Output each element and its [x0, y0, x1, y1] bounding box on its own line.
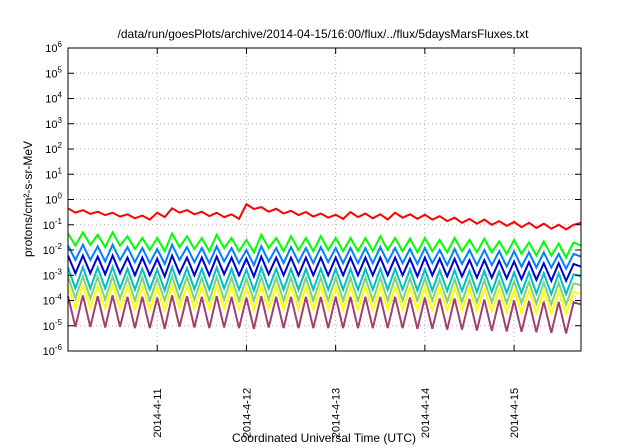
- y-tick-label-base: 10: [43, 346, 55, 358]
- chart-title: /data/run/goesPlots/archive/2014-04-15/1…: [118, 27, 530, 41]
- y-tick-label-exponent: 4: [58, 91, 63, 100]
- y-tick-label-base: 10: [45, 144, 57, 156]
- y-tick-label-exponent: 6: [58, 40, 63, 49]
- y-tick-label-base: 10: [45, 195, 57, 207]
- x-tick-label: 2014-4-11: [152, 388, 164, 437]
- series-line-3: [67, 242, 582, 272]
- series-line-5: [67, 263, 582, 298]
- y-tick-label: 104: [45, 91, 62, 106]
- series-line-8: [67, 295, 582, 334]
- y-tick-label: 103: [45, 116, 62, 131]
- y-tick-label-exponent: 0: [58, 192, 63, 201]
- x-axis-title: Coordinated Universal Time (UTC): [232, 431, 416, 445]
- y-tick-label-exponent: 1: [58, 166, 63, 175]
- y-tick-label: 101: [45, 166, 62, 181]
- x-tick-label: 2014-4-15: [509, 388, 521, 438]
- y-tick-label-exponent: 2: [58, 141, 63, 150]
- y-tick-label: 10-5: [43, 318, 63, 333]
- series-line-4: [67, 252, 582, 284]
- y-tick-label-base: 10: [43, 296, 55, 308]
- y-tick-label-base: 10: [43, 220, 55, 232]
- y-tick-label-exponent: -1: [55, 217, 63, 226]
- y-tick-label-exponent: -3: [55, 267, 63, 276]
- y-tick-label: 10-6: [43, 343, 63, 358]
- y-tick-label-base: 10: [43, 270, 55, 282]
- y-axis-title: protons/cm²-s-sr-MeV: [21, 141, 35, 257]
- y-tick-label-base: 10: [45, 68, 57, 80]
- y-tick-label-base: 10: [45, 94, 57, 106]
- y-axis: 10-610-510-410-310-210-11001011021031041…: [43, 40, 581, 358]
- series-group: [67, 202, 582, 334]
- y-tick-label-exponent: 5: [58, 65, 63, 74]
- y-tick-label: 10-3: [43, 267, 63, 282]
- y-tick-label-exponent: -6: [55, 343, 63, 352]
- x-tick-label: 2014-4-12: [241, 388, 253, 438]
- series-line-6: [67, 273, 582, 308]
- y-tick-label-base: 10: [45, 43, 57, 55]
- y-tick-label-exponent: -2: [55, 242, 63, 251]
- y-tick-label: 10-4: [43, 293, 63, 308]
- y-tick-label-exponent: -4: [55, 293, 63, 302]
- x-axis: 2014-4-11 2014-4-12 2014-4-13 2014-4-14 2014…: [152, 48, 521, 438]
- grid-lines: [68, 48, 581, 351]
- y-tick-label-base: 10: [43, 321, 55, 333]
- y-tick-label-exponent: 3: [58, 116, 63, 125]
- y-tick-label: 105: [45, 65, 62, 80]
- series-line-1: [67, 202, 582, 231]
- y-tick-label: 100: [45, 192, 62, 207]
- y-tick-label: 10-1: [43, 217, 63, 232]
- series-line-7: [67, 281, 582, 317]
- y-tick-label: 10-2: [43, 242, 63, 257]
- y-tick-label: 106: [45, 40, 62, 55]
- y-tick-label-exponent: -5: [55, 318, 63, 327]
- y-tick-label: 102: [45, 141, 62, 156]
- x-tick-label: 2014-4-14: [420, 388, 432, 438]
- y-tick-label-base: 10: [45, 119, 57, 131]
- y-tick-label-base: 10: [43, 245, 55, 257]
- y-tick-label-base: 10: [45, 169, 57, 181]
- series-line-2: [67, 230, 582, 260]
- x-tick-label: 2014-4-13: [331, 388, 343, 438]
